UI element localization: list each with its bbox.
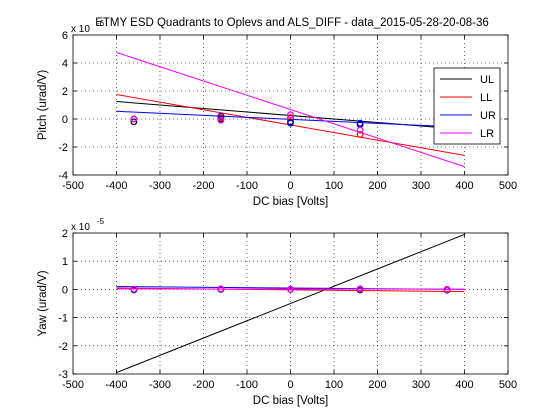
x-tick-label: -200 [192, 379, 214, 391]
y-tick-label: 4 [62, 58, 68, 70]
pitch-axes: -500 -400 -300 -200 -100 0 100 200 300 400 500 -4 -2… [37, 19, 517, 208]
figure-title: ETMY ESD Quadrants to Oplevs and ALS_DIF… [95, 17, 489, 29]
legend-label-ul: UL [480, 74, 494, 86]
y-tick-label: -1 [58, 313, 68, 325]
data-point-lr [217, 116, 225, 124]
x-tick-label: -400 [105, 379, 127, 391]
y-tick-label: -3 [58, 369, 68, 381]
data-point-ur [287, 119, 294, 127]
x-tick-label: -200 [192, 180, 214, 192]
y-tick-label: -2 [58, 341, 68, 353]
x-tick-label: -400 [105, 180, 127, 192]
fit-line-ul [116, 233, 465, 374]
y-tick-label: 0 [62, 114, 68, 126]
x-tick-label: -300 [149, 180, 171, 192]
axes-frame [72, 232, 509, 375]
legend-label-lr: LR [480, 128, 494, 140]
legend-box [433, 67, 501, 145]
data-point-lr [287, 286, 294, 293]
exponent-label: x 10 [71, 24, 90, 35]
data-point-ll [356, 130, 364, 138]
y-tick-label: -4 [58, 170, 68, 182]
x-tick-label: 100 [325, 180, 343, 192]
yaw-axes: -500 -400 -300 -200 -100 0 100 200 300 400 500 -3 -2… [37, 217, 517, 407]
plot-data [116, 233, 465, 374]
y-axis-label: Yaw (urad/V) [37, 270, 49, 336]
y-tick-label: 0 [62, 284, 68, 296]
x-tick-label: 400 [455, 379, 473, 391]
x-tick-label: 500 [499, 379, 517, 391]
y-tick-label: 1 [62, 256, 68, 268]
y-axis-label: Pitch (urad/V) [37, 70, 49, 140]
legend-label-ll: LL [480, 92, 492, 104]
axes-frame [72, 34, 509, 176]
plot-data [116, 52, 465, 168]
legend: UL LL UR LR [433, 67, 501, 145]
data-point-ur [356, 119, 364, 127]
data-point-lr [130, 285, 138, 293]
data-point-ur [217, 112, 225, 120]
x-tick-label: 300 [412, 379, 430, 391]
x-tick-label: -100 [236, 379, 258, 391]
x-tick-label: -500 [62, 180, 84, 192]
data-point-ul [130, 118, 138, 126]
x-tick-label: 400 [455, 180, 473, 192]
x-tick-label: 200 [368, 180, 386, 192]
x-tick-label: -100 [236, 180, 258, 192]
y-tick-label: -2 [58, 142, 68, 154]
data-point-lr [356, 285, 364, 293]
data-point-lr [287, 111, 294, 119]
data-point-lr [130, 115, 138, 123]
x-tick-label: 0 [287, 379, 293, 391]
x-tick-label: 200 [368, 379, 386, 391]
x-tick-label: 300 [412, 180, 430, 192]
x-axis-label: DC bias [Volts] [253, 196, 328, 208]
legend-label-ur: UR [480, 110, 496, 122]
y-tick-label: 2 [62, 86, 68, 98]
x-tick-label: 100 [325, 379, 343, 391]
x-tick-label: -500 [62, 379, 84, 391]
data-point-lr [443, 286, 451, 293]
data-point-lr [217, 285, 225, 293]
exponent-power: -5 [97, 217, 105, 226]
x-tick-label: 500 [499, 180, 517, 192]
y-tick-label: 6 [62, 30, 68, 42]
x-tick-label: 0 [287, 180, 293, 192]
exponent-power: -6 [97, 19, 105, 28]
fit-line-lr [116, 52, 465, 168]
exponent-label: x 10 [71, 222, 90, 233]
x-tick-label: -300 [149, 379, 171, 391]
y-tick-label: 2 [62, 228, 68, 240]
x-axis-label: DC bias [Volts] [253, 395, 328, 407]
data-point-lr [356, 126, 364, 134]
